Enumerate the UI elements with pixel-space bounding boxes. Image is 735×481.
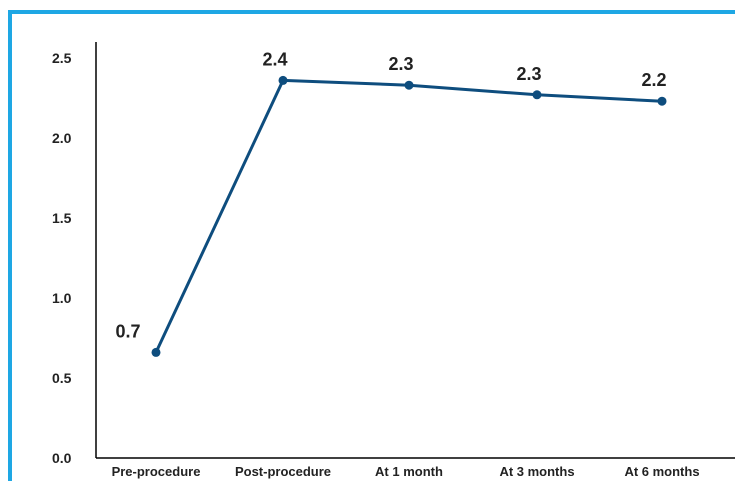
y-tick-label: 1.5: [52, 210, 72, 226]
frame-top-border: [8, 10, 735, 14]
data-point: [151, 347, 161, 357]
x-category-label: At 6 months: [624, 464, 699, 479]
data-point: [278, 75, 288, 85]
data-label: 2.3: [516, 64, 541, 84]
y-tick-label: 2.0: [52, 130, 72, 146]
y-tick-label: 0.0: [52, 450, 72, 466]
data-point: [532, 90, 542, 100]
data-label: 2.4: [262, 49, 287, 69]
data-point: [657, 96, 667, 106]
data-label: 2.3: [388, 54, 413, 74]
x-category-label: At 3 months: [499, 464, 574, 479]
x-category-label: Post-procedure: [235, 464, 331, 479]
x-category-label: Pre-procedure: [112, 464, 201, 479]
y-tick-label: 1.0: [52, 290, 72, 306]
series-line: [154, 78, 663, 354]
data-label: 0.7: [115, 321, 140, 341]
data-label: 2.2: [641, 70, 666, 90]
data-point: [404, 80, 414, 90]
y-tick-label: 0.5: [52, 370, 72, 386]
x-category-label: At 1 month: [375, 464, 443, 479]
y-tick-label: 2.5: [52, 50, 72, 66]
frame-left-border: [8, 10, 12, 481]
